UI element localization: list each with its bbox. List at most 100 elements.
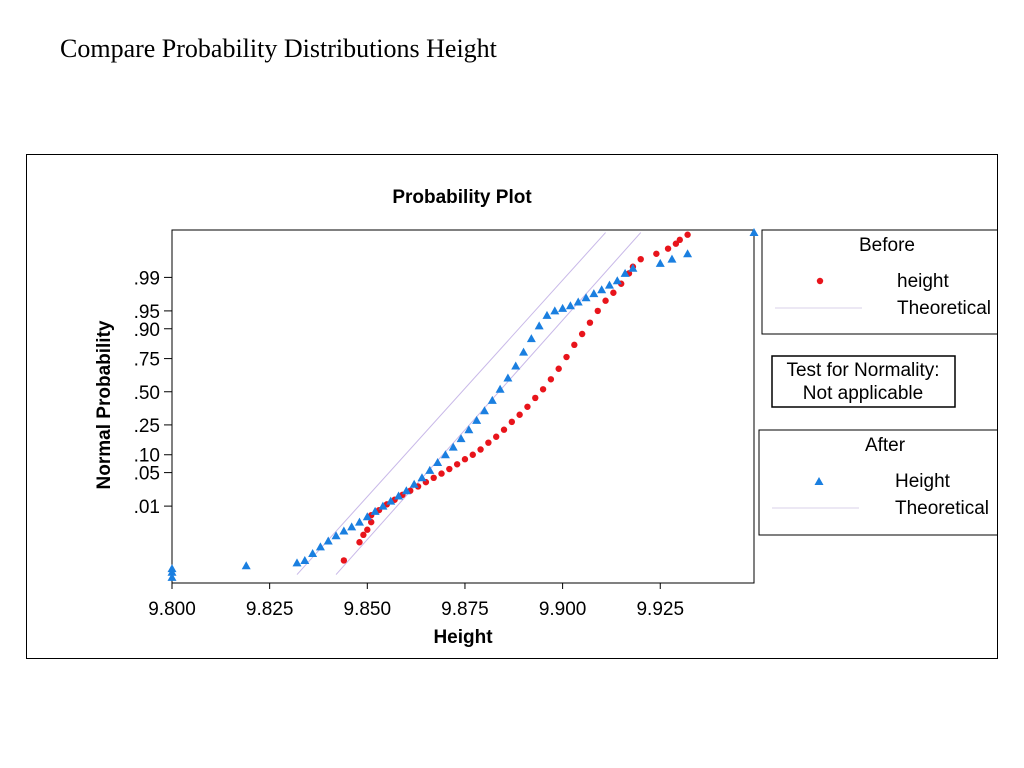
y-tick-label: .01 bbox=[134, 497, 160, 518]
data-point-after bbox=[604, 280, 614, 289]
x-tick-label: 9.900 bbox=[539, 599, 587, 620]
data-point-after bbox=[628, 263, 638, 272]
y-tick-label: .05 bbox=[134, 464, 160, 485]
axis-ticks: 9.800 9.825 9.850 9.875 9.900 9.925 .01 .05.10.… bbox=[134, 268, 684, 620]
theoretical-line-after bbox=[296, 232, 606, 575]
data-point-before bbox=[524, 403, 531, 410]
data-point-after bbox=[167, 564, 177, 573]
data-point-before bbox=[684, 231, 691, 238]
data-point-before bbox=[532, 394, 539, 402]
data-point-after bbox=[241, 561, 251, 570]
data-point-before bbox=[469, 451, 476, 458]
data-point-before bbox=[453, 461, 461, 468]
normality-line-2: Not applicable bbox=[803, 383, 923, 404]
data-point-after bbox=[683, 249, 693, 258]
data-point-before bbox=[571, 341, 578, 349]
data-point-before bbox=[594, 307, 601, 315]
data-point-before bbox=[563, 353, 570, 361]
data-point-after bbox=[655, 258, 665, 267]
data-point-after bbox=[362, 512, 372, 521]
data-point-after bbox=[339, 526, 349, 535]
data-point-before bbox=[610, 289, 617, 296]
data-point-before bbox=[477, 446, 484, 453]
data-point-before bbox=[555, 365, 562, 372]
legend-before: Before height Theoretical bbox=[761, 229, 997, 335]
data-point-after bbox=[479, 406, 489, 415]
data-point-after bbox=[620, 268, 630, 277]
data-point-after bbox=[417, 473, 427, 482]
data-point-before bbox=[602, 297, 609, 304]
data-point-after bbox=[589, 289, 599, 298]
data-point-before bbox=[547, 376, 555, 383]
data-point-after bbox=[526, 334, 536, 343]
slide-title: Compare Probability Distributions Height bbox=[60, 34, 497, 63]
legend-before-marker bbox=[816, 277, 824, 285]
data-point-before bbox=[356, 539, 363, 546]
data-point-before bbox=[360, 531, 367, 539]
data-point-before bbox=[368, 518, 375, 526]
data-point-after bbox=[534, 321, 544, 330]
normality-line-1: Test for Normality: bbox=[786, 360, 939, 381]
data-point-before bbox=[364, 526, 371, 533]
x-axis-label: Height bbox=[433, 627, 493, 648]
data-point-after bbox=[354, 517, 364, 526]
data-point-after bbox=[667, 254, 677, 263]
data-point-after bbox=[464, 425, 474, 434]
data-point-after bbox=[612, 276, 622, 285]
data-point-after bbox=[448, 442, 458, 451]
data-point-after bbox=[558, 303, 568, 312]
data-point-after bbox=[565, 301, 575, 310]
data-point-after bbox=[300, 555, 310, 564]
y-tick-label: .95 bbox=[134, 302, 160, 323]
data-point-after bbox=[542, 310, 552, 319]
data-point-before bbox=[493, 433, 500, 440]
data-point-after bbox=[370, 506, 380, 515]
data-point-before bbox=[461, 456, 469, 463]
data-point-after bbox=[550, 306, 560, 315]
data-point-after bbox=[308, 549, 318, 558]
data-point-after bbox=[401, 486, 411, 495]
data-point-before bbox=[516, 411, 523, 418]
legend-before-line-label: Theoretical bbox=[897, 298, 991, 319]
x-tick-label: 9.825 bbox=[246, 599, 294, 620]
data-point-after bbox=[519, 347, 529, 356]
data-point-after bbox=[347, 522, 357, 531]
data-point-after bbox=[315, 542, 325, 551]
data-point-after bbox=[487, 395, 497, 404]
data-point-before bbox=[586, 319, 594, 326]
data-point-before bbox=[676, 236, 683, 244]
y-axis-label: Normal Probability bbox=[94, 320, 115, 489]
y-tick-label: .99 bbox=[134, 268, 160, 289]
data-point-before bbox=[664, 245, 672, 252]
legend-after-line-label: Theoretical bbox=[895, 498, 989, 519]
data-point-after bbox=[425, 465, 435, 474]
data-point-after bbox=[378, 501, 388, 510]
y-tick-label: .90 bbox=[134, 320, 160, 341]
x-tick-label: 9.925 bbox=[636, 599, 684, 620]
data-point-before bbox=[340, 557, 348, 564]
data-point-after bbox=[511, 361, 521, 370]
legend-before-series-label: height bbox=[897, 271, 949, 292]
data-point-after bbox=[495, 384, 505, 393]
series-after bbox=[167, 228, 759, 581]
data-point-after bbox=[581, 293, 591, 302]
data-point-after bbox=[394, 491, 404, 500]
data-point-after bbox=[167, 572, 177, 581]
legend-before-title: Before bbox=[859, 235, 915, 256]
data-point-after bbox=[503, 373, 513, 382]
data-point-after bbox=[409, 479, 419, 488]
data-point-after bbox=[292, 558, 302, 567]
x-tick-label: 9.800 bbox=[148, 599, 196, 620]
data-point-before bbox=[500, 426, 508, 433]
data-point-before bbox=[485, 439, 492, 446]
data-point-after bbox=[331, 531, 341, 540]
legend-after: After Height Theoretical bbox=[758, 429, 997, 536]
data-point-before bbox=[508, 418, 516, 426]
data-point-after bbox=[456, 434, 466, 443]
chart-title: Probability Plot bbox=[392, 187, 532, 208]
x-tick-label: 9.875 bbox=[441, 599, 489, 620]
data-point-before bbox=[672, 240, 680, 247]
x-tick-label: 9.850 bbox=[344, 599, 392, 620]
chart-frame: Probability Plot 9.800 9.825 9.850 9.875 9.9… bbox=[26, 154, 998, 659]
data-point-after bbox=[440, 450, 450, 459]
